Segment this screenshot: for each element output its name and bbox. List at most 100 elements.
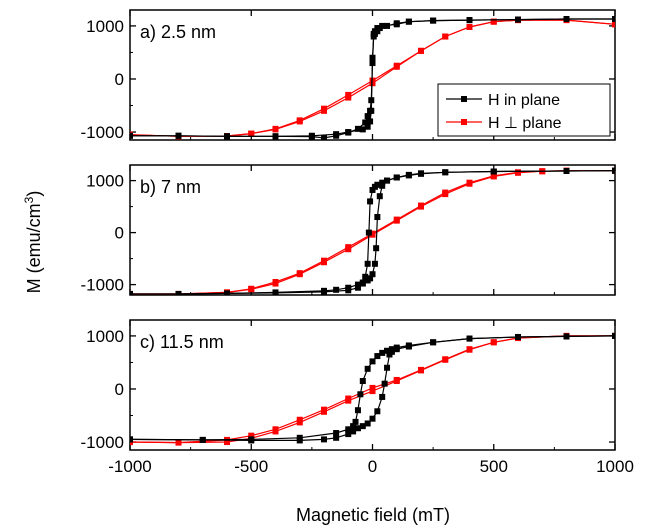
x-tick-label: 1000 [596,457,634,476]
data-point [130,132,133,139]
data-point [430,17,437,24]
data-point [379,182,386,189]
data-point [345,431,352,438]
data-point [369,358,376,365]
data-point [442,33,449,40]
data-point [374,353,381,360]
data-point [362,119,369,126]
data-point [272,125,279,132]
legend: H in plane H ⊥ plane [437,83,611,137]
data-point [199,436,206,443]
y-tick-label: -1000 [81,433,124,452]
data-point [364,420,371,427]
data-point [384,347,391,354]
data-point [175,439,182,446]
data-point [272,289,279,295]
data-point [405,18,412,25]
y-tick-label: 0 [115,224,124,243]
data-point [612,167,615,174]
panel-label: c) 11.5 nm [140,332,224,352]
data-point [345,426,352,433]
data-point [612,332,615,339]
x-tick-labels: -1000 -500 0 500 1000 [108,457,634,476]
data-point [405,171,412,178]
data-point [296,117,303,124]
legend-marker [461,96,467,102]
data-point [345,395,352,402]
y-tick-label: -1000 [81,276,124,295]
data-point [248,432,255,439]
data-point [442,191,449,198]
data-point [367,198,374,205]
legend-label: H in plane [488,92,560,109]
y-tick-label: 1000 [86,327,124,346]
y-axis-label: M (emu/cm3) [22,191,44,294]
data-point [364,277,371,284]
x-tick-label: -500 [234,457,268,476]
data-point [296,434,303,441]
data-point [368,107,375,114]
data-point [354,281,361,288]
data-point [362,273,369,280]
panel-series [130,167,615,295]
data-point [367,118,374,125]
data-point [333,430,340,437]
y-axis-label-close: ) [24,191,44,197]
data-point [248,286,255,293]
data-point [365,229,372,236]
data-point [381,380,388,387]
data-point [515,16,521,23]
data-point [393,62,400,69]
data-point [364,365,371,372]
x-axis-label: Magnetic field (mT) [296,505,450,525]
data-point [405,342,412,349]
data-point [418,366,424,373]
x-tick-label: 500 [480,457,508,476]
data-point [393,376,400,383]
data-point [352,418,359,425]
y-axis-label-main: M (emu/cm [24,203,44,293]
y-tick-label: 1000 [86,17,124,36]
y-tick-label: 0 [115,70,124,89]
data-point [333,131,340,138]
data-point [359,378,366,385]
data-point [308,132,315,139]
data-point [345,246,352,253]
data-point [369,54,376,61]
legend-marker [461,119,467,125]
data-point [359,279,366,286]
x-tick-label: -1000 [108,457,151,476]
data-point [321,105,327,112]
data-point [466,17,473,24]
data-point [369,186,376,193]
data-point [321,406,327,413]
data-point [130,290,133,295]
data-point [393,20,400,27]
data-point [379,349,386,356]
data-point [369,388,376,395]
data-point [371,260,378,267]
panel-1: -1000 0 1000 b) 7 nm [81,164,616,296]
y-tick-label: 1000 [86,172,124,191]
data-point [272,426,279,433]
data-point [369,231,376,238]
series-line [130,18,615,137]
data-point [175,132,182,139]
data-point [374,408,381,415]
data-point [418,47,424,54]
data-point [359,126,366,133]
data-point [442,356,449,363]
data-point [248,130,255,137]
data-point [369,415,376,422]
data-point [248,436,255,443]
data-point [272,280,279,287]
data-point [563,167,570,174]
data-point [373,245,380,252]
data-point [296,271,303,278]
data-point [466,23,473,30]
data-point [224,290,230,295]
data-point [376,193,383,200]
data-point [364,260,371,267]
panel-0: -1000 0 1000 a) 2.5 nm [81,9,616,142]
data-point [563,333,570,340]
